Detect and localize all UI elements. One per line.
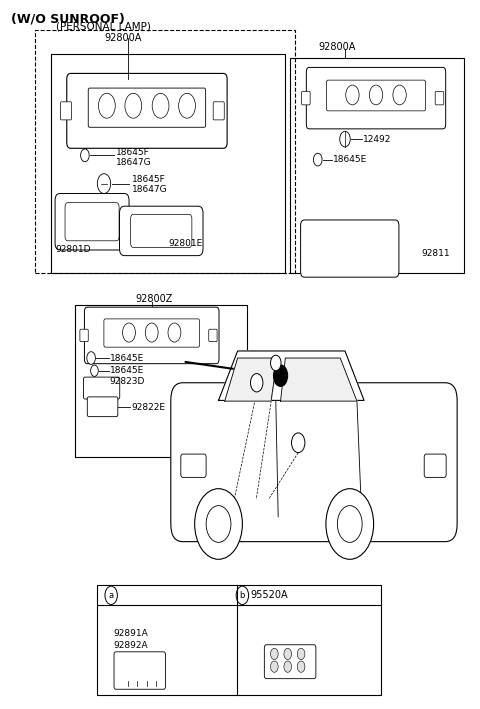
Circle shape: [340, 131, 350, 147]
Text: 92801D: 92801D: [55, 245, 91, 255]
Text: 92891A: 92891A: [114, 629, 148, 638]
Circle shape: [97, 174, 111, 194]
FancyBboxPatch shape: [88, 88, 205, 128]
Text: b: b: [273, 359, 278, 367]
Circle shape: [122, 323, 135, 342]
Text: 18647G: 18647G: [132, 185, 168, 194]
Circle shape: [87, 352, 96, 364]
FancyBboxPatch shape: [171, 383, 457, 542]
Circle shape: [152, 94, 169, 118]
Text: 92811: 92811: [421, 249, 450, 258]
Text: a: a: [108, 591, 114, 600]
Text: a: a: [296, 438, 301, 447]
Circle shape: [393, 85, 406, 105]
FancyBboxPatch shape: [306, 67, 446, 129]
Circle shape: [125, 94, 142, 118]
Circle shape: [251, 374, 263, 392]
Text: 18645E: 18645E: [110, 367, 144, 375]
FancyBboxPatch shape: [84, 377, 120, 399]
Circle shape: [271, 661, 278, 672]
FancyBboxPatch shape: [209, 329, 217, 342]
Text: 92801E: 92801E: [168, 239, 203, 248]
Text: 18645F: 18645F: [116, 148, 150, 157]
Circle shape: [284, 661, 291, 672]
Circle shape: [91, 365, 98, 376]
Circle shape: [291, 433, 305, 452]
FancyBboxPatch shape: [114, 652, 166, 689]
Circle shape: [105, 586, 117, 605]
FancyBboxPatch shape: [84, 307, 219, 364]
Circle shape: [346, 85, 359, 105]
FancyBboxPatch shape: [87, 397, 118, 417]
Circle shape: [313, 153, 322, 166]
Circle shape: [98, 94, 115, 118]
Circle shape: [168, 323, 181, 342]
Text: (PERSONAL LAMP): (PERSONAL LAMP): [56, 21, 151, 31]
Text: 92800A: 92800A: [104, 33, 142, 43]
FancyBboxPatch shape: [80, 329, 88, 342]
Circle shape: [271, 648, 278, 659]
Text: b: b: [240, 591, 245, 600]
Polygon shape: [281, 358, 357, 401]
Circle shape: [81, 149, 89, 162]
Circle shape: [271, 355, 281, 371]
Polygon shape: [225, 358, 277, 401]
FancyBboxPatch shape: [131, 214, 192, 247]
FancyBboxPatch shape: [337, 223, 362, 244]
FancyBboxPatch shape: [120, 206, 203, 256]
FancyBboxPatch shape: [181, 454, 206, 477]
Text: 92823D: 92823D: [110, 377, 145, 386]
Circle shape: [284, 648, 291, 659]
FancyBboxPatch shape: [264, 644, 316, 679]
FancyBboxPatch shape: [213, 102, 224, 120]
Circle shape: [236, 586, 249, 605]
Circle shape: [337, 506, 362, 542]
FancyBboxPatch shape: [424, 454, 446, 477]
Text: 92892A: 92892A: [114, 641, 148, 650]
FancyBboxPatch shape: [301, 91, 310, 105]
Circle shape: [369, 85, 383, 105]
Text: 18645E: 18645E: [110, 354, 144, 362]
Text: 92800A: 92800A: [319, 43, 356, 52]
Circle shape: [179, 94, 195, 118]
Circle shape: [273, 364, 288, 387]
Polygon shape: [218, 351, 364, 401]
Circle shape: [206, 506, 231, 542]
Text: 95520A: 95520A: [251, 591, 288, 601]
Text: 18645E: 18645E: [333, 155, 367, 164]
FancyBboxPatch shape: [326, 80, 426, 111]
FancyBboxPatch shape: [60, 102, 72, 120]
FancyBboxPatch shape: [65, 203, 119, 241]
Circle shape: [145, 323, 158, 342]
Text: a: a: [254, 378, 259, 387]
Circle shape: [326, 489, 373, 559]
FancyBboxPatch shape: [435, 91, 444, 105]
Circle shape: [297, 661, 305, 672]
Text: 18647G: 18647G: [116, 158, 152, 167]
FancyBboxPatch shape: [104, 319, 200, 347]
Text: 92800Z: 92800Z: [135, 294, 172, 304]
FancyBboxPatch shape: [55, 194, 129, 250]
FancyBboxPatch shape: [67, 74, 227, 148]
Text: (W/O SUNROOF): (W/O SUNROOF): [11, 13, 125, 26]
Text: 92822E: 92822E: [131, 403, 165, 412]
Text: 12492: 12492: [363, 135, 392, 144]
FancyBboxPatch shape: [300, 220, 399, 277]
Text: 18645F: 18645F: [132, 175, 166, 184]
Circle shape: [195, 489, 242, 559]
Circle shape: [297, 648, 305, 659]
